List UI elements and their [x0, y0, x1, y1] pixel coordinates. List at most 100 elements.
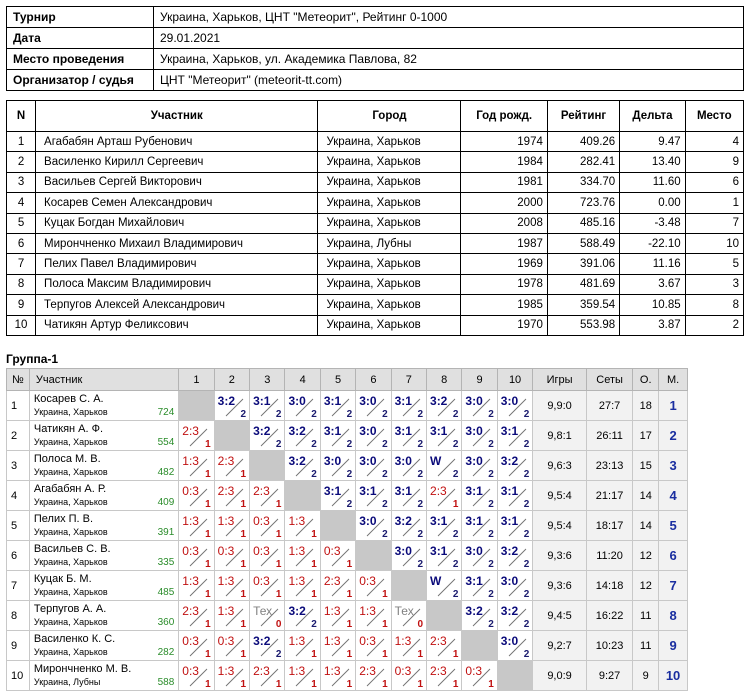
slash-divider	[189, 668, 208, 687]
col-participant: Василенко Кирилл Сергеевич	[35, 151, 319, 173]
grid-games: 9,3:6	[532, 540, 587, 571]
slash-divider	[296, 548, 314, 567]
match-points: 1	[275, 499, 282, 510]
grid-result-cell: 3:2 2	[496, 450, 534, 481]
match-score: 2:3	[359, 664, 376, 678]
match-result: 3:0 2	[392, 451, 426, 480]
col-participant: Чатикян Артур Феликсович	[35, 314, 319, 336]
grid-self-cell	[426, 600, 463, 631]
match-points: 0	[275, 619, 282, 630]
match-result: 3:1 2	[462, 571, 496, 600]
match-points: 2	[417, 559, 424, 570]
slash-divider	[189, 488, 208, 507]
match-result: 1:3 1	[285, 511, 319, 540]
grid-result-cell: 3:2 2	[249, 630, 286, 661]
grid-result-cell: 1:3 1	[213, 570, 251, 601]
match-result: 3:1 2	[427, 511, 461, 540]
col-city: Украина, Харьков	[317, 294, 462, 316]
col-participant: Агабабян Арташ Рубенович	[35, 130, 319, 153]
col-birth-year: 1984	[460, 151, 548, 173]
col-delta: 11.60	[619, 171, 686, 194]
grid-row-num: 4	[6, 480, 30, 511]
slash-divider	[189, 458, 208, 477]
players-header-row: N Участник Город Год рожд. Рейтинг Дельта Мест…	[5, 100, 745, 132]
match-result: 3:2 2	[498, 451, 533, 480]
slash-divider	[225, 548, 243, 567]
match-points: 2	[382, 469, 388, 480]
match-score: 1:3	[323, 604, 341, 618]
col-birth-year: 1974	[460, 130, 548, 153]
match-points: 2	[417, 469, 424, 480]
info-key: Дата	[6, 27, 154, 49]
match-result: 3:2 2	[392, 511, 426, 540]
grid-result-cell: 3:1 2	[461, 570, 498, 601]
match-score: 3:2	[253, 424, 271, 438]
player-rating: 391	[157, 527, 175, 538]
grid-result-cell: 0:3 1	[178, 660, 215, 691]
match-result: 1:3 1	[285, 631, 319, 660]
col-n: 4	[5, 192, 37, 214]
match-score: 3:1	[323, 484, 342, 498]
slash-divider	[225, 578, 243, 597]
col-place: 7	[684, 212, 745, 234]
grid-result-cell: 3:0 2	[496, 570, 534, 601]
slash-divider	[366, 638, 385, 657]
match-score: W	[430, 574, 442, 588]
match-score: 0:3	[465, 664, 483, 678]
slash-divider	[508, 398, 527, 417]
tournament-info-table: Турнир Украина, Харьков, ЦНТ "Метеорит", …	[6, 6, 744, 91]
col-birth-year: 1970	[460, 314, 548, 336]
slash-divider	[189, 578, 208, 597]
match-score: 1:3	[217, 514, 235, 528]
match-points: 2	[523, 649, 530, 660]
grid-result-cell: 3:2 2	[390, 510, 428, 541]
match-result: 3:0 2	[356, 451, 390, 480]
player-rating: 482	[157, 467, 175, 478]
match-result: 3:2 2	[462, 601, 496, 630]
grid-row: 6 Васильев С. В. Украина, Харьков 335 0:3 1 0:…	[6, 540, 688, 571]
col-delta: -22.10	[619, 232, 686, 255]
grid-result-cell: 1:3 1	[213, 600, 251, 631]
grid-result-cell: 3:1 2	[390, 390, 428, 421]
slash-divider	[331, 668, 350, 687]
match-score: 2:3	[217, 484, 235, 498]
match-result: 2:3 1	[179, 421, 213, 450]
player-rating: 335	[157, 557, 175, 568]
grid-row-num: 7	[6, 570, 30, 601]
match-points: 1	[452, 679, 459, 690]
match-result: 0:3 1	[392, 661, 426, 690]
col-birth-year: 1978	[460, 273, 548, 296]
slash-divider	[331, 608, 350, 627]
slash-divider	[508, 428, 527, 447]
match-score: 1:3	[288, 574, 306, 588]
slash-divider	[402, 548, 420, 567]
match-result: 1:3 1	[179, 571, 213, 600]
match-points: 1	[205, 649, 211, 660]
grid-result-cell: 3:0 2	[496, 390, 534, 421]
match-points: 1	[205, 589, 211, 600]
match-points: 1	[205, 529, 211, 540]
match-result: 3:2 2	[285, 451, 319, 480]
slash-divider	[437, 398, 456, 417]
grid-player-cell: Василенко К. С. Украина, Харьков 282	[28, 630, 180, 661]
match-score: 1:3	[217, 604, 235, 618]
grid-col-header: 10	[496, 368, 534, 391]
match-points: 1	[452, 649, 459, 660]
grid-result-cell: 3:0 2	[496, 630, 534, 661]
match-points: 1	[240, 499, 247, 510]
match-score: 1:3	[394, 634, 412, 648]
match-score: W	[430, 454, 442, 468]
slash-divider	[402, 488, 420, 507]
grid-result-cell: 2:3 1	[249, 480, 286, 511]
grid-games-header: Игры	[532, 368, 587, 391]
match-points: 2	[346, 469, 353, 480]
grid-result-cell: 0:3 1	[178, 540, 215, 571]
slash-divider	[402, 668, 420, 687]
slash-divider	[402, 398, 420, 417]
slash-divider	[260, 518, 279, 537]
slash-divider	[296, 428, 314, 447]
player-name: Косарев С. А.	[33, 393, 104, 405]
grid-sets-header: Сеты	[585, 368, 634, 391]
match-result: 3:1 2	[356, 481, 390, 510]
grid-result-cell: 3:1 2	[461, 480, 498, 511]
